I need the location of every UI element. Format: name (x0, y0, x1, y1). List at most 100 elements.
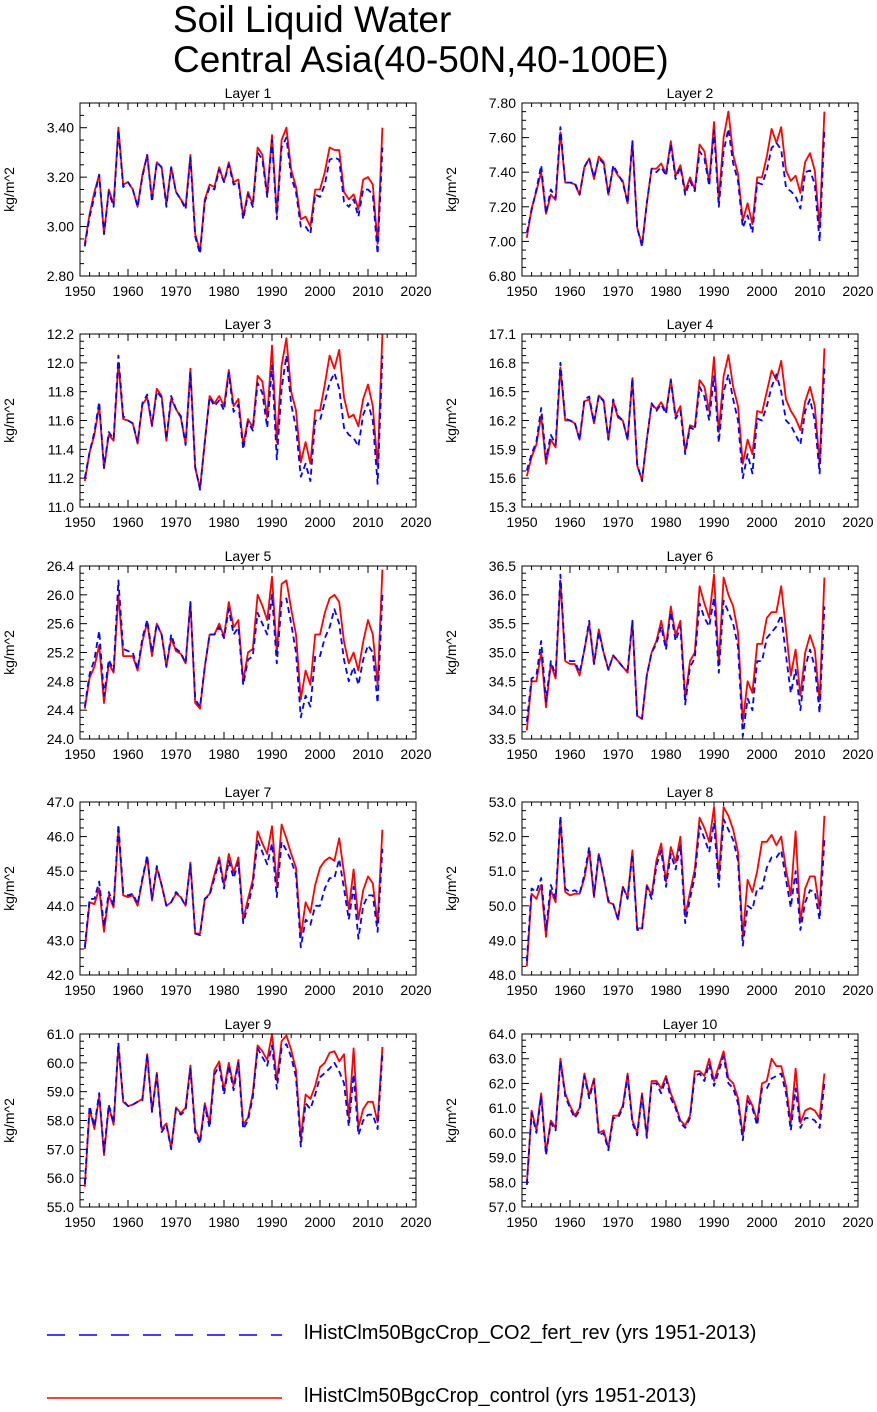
layer-3-ytick-label: 11.0 (48, 499, 74, 515)
layer-6-ylabel: kg/m^2 (443, 630, 459, 675)
layer-8-xtick-label: 2010 (794, 982, 825, 998)
layer-2-ytick-label: 6.80 (489, 268, 516, 284)
layer-1-xtick-label: 2000 (304, 283, 335, 299)
layer-3-ytick-label: 12.2 (47, 326, 74, 342)
layer-9-xtick-label: 2000 (304, 1214, 335, 1230)
layer-5-ytick-label: 24.4 (47, 702, 74, 718)
layer-5-ytick-label: 25.6 (47, 616, 74, 632)
layer-6-ytick-label: 36.5 (489, 558, 516, 574)
layer-8-ytick-label: 53.0 (489, 794, 516, 810)
layer-6-xtick-label: 1960 (554, 746, 585, 762)
layer-7-xtick-label: 1970 (160, 982, 191, 998)
layer-6-xtick-label: 1950 (506, 746, 537, 762)
layer-5-ylabel: kg/m^2 (1, 630, 17, 675)
layer-10-series-co2-fert-rev (525, 1055, 826, 1185)
layer-5-ytick-label: 24.0 (47, 731, 74, 747)
layer-9-series-co2-fert-rev (83, 1041, 384, 1184)
layer-7-xtick-label: 2020 (400, 982, 431, 998)
layer-2-xtick-label: 2010 (794, 283, 825, 299)
layer-2-ytick-label: 7.00 (489, 233, 516, 249)
layer-8-xtick-label: 2000 (746, 982, 777, 998)
layer-5-xtick-label: 2010 (352, 746, 383, 762)
layer-8-series-control (525, 806, 826, 967)
layer-2-title: Layer 2 (667, 85, 714, 101)
layer-9-ytick-label: 56.0 (47, 1170, 74, 1186)
layer-4-ytick-label: 15.9 (489, 441, 516, 457)
layer-10-ytick-label: 58.0 (489, 1174, 516, 1190)
title-line-1: Soil Liquid Water (173, 0, 452, 40)
layer-5-xtick-label: 1980 (208, 746, 239, 762)
layer-1-title: Layer 1 (225, 85, 272, 101)
layer-7-title: Layer 7 (225, 784, 272, 800)
layer-8-ytick-label: 51.0 (489, 863, 516, 879)
layer-1-xtick-label: 2020 (400, 283, 431, 299)
layer-3-series-co2-fert-rev (83, 354, 384, 491)
layer-5-title: Layer 5 (225, 548, 272, 564)
layer-3-xtick-label: 1960 (112, 514, 143, 530)
page-title: Soil Liquid Water Central Asia(40-50N,40… (173, 0, 669, 80)
layer-10-xtick-label: 1950 (506, 1214, 537, 1230)
layer-8-title: Layer 8 (667, 784, 714, 800)
layer-2-ytick-label: 7.20 (489, 199, 516, 215)
layer-6-xtick-label: 1990 (698, 746, 729, 762)
layer-7-series-co2-fert-rev (83, 823, 384, 949)
layer-7-ytick-label: 47.0 (47, 794, 74, 810)
layer-10-ytick-label: 64.0 (489, 1026, 516, 1042)
layer-8-ytick-label: 52.0 (489, 829, 516, 845)
layer-3-ytick-label: 11.2 (48, 470, 74, 486)
layer-4-xtick-label: 1980 (650, 514, 681, 530)
layer-10-xtick-label: 2020 (842, 1214, 873, 1230)
layer-6-xtick-label: 2020 (842, 746, 873, 762)
layer-7-ytick-label: 45.0 (47, 863, 74, 879)
layer-5-ytick-label: 24.8 (47, 673, 74, 689)
layer-6-ytick-label: 35.5 (489, 616, 516, 632)
layer-7-xtick-label: 2010 (352, 982, 383, 998)
layer-9-xtick-label: 1950 (64, 1214, 95, 1230)
layer-7-frame (79, 801, 417, 976)
layer-6-series-co2-fert-rev (525, 573, 826, 737)
layer-1-xtick-label: 1950 (64, 283, 95, 299)
layer-2-xtick-label: 2000 (746, 283, 777, 299)
layer-6-xtick-label: 2010 (794, 746, 825, 762)
layer-5-series-control (83, 569, 384, 710)
layer-4-xtick-label: 1970 (602, 514, 633, 530)
layer-10-xtick-label: 1990 (698, 1214, 729, 1230)
layer-8-xtick-label: 1960 (554, 982, 585, 998)
layer-10-ytick-label: 57.0 (489, 1199, 516, 1215)
layer-5-ytick-label: 26.4 (47, 558, 74, 574)
layer-9-ytick-label: 55.0 (47, 1199, 74, 1215)
layer-8-ytick-label: 48.0 (489, 967, 516, 983)
layer-5-xtick-label: 1990 (256, 746, 287, 762)
layer-6-ytick-label: 34.0 (489, 702, 516, 718)
layer-10-ytick-label: 60.0 (489, 1125, 516, 1141)
legend-label-control: lHistClm50BgcCrop_control (yrs 1951-2013… (304, 1385, 697, 1407)
layer-4-xtick-label: 2000 (746, 514, 777, 530)
layer-1-ytick-label: 3.00 (47, 219, 74, 235)
layer-8-ytick-label: 50.0 (489, 898, 516, 914)
layer-4-xtick-label: 1950 (506, 514, 537, 530)
layer-8-xtick-label: 1950 (506, 982, 537, 998)
layer-3-xtick-label: 1970 (160, 514, 191, 530)
layer-7-ylabel: kg/m^2 (1, 866, 17, 911)
layer-8-frame (521, 801, 859, 976)
layer-4-ytick-label: 15.6 (489, 470, 516, 486)
layer-4-xtick-label: 2020 (842, 514, 873, 530)
layer-4-ytick-label: 16.8 (489, 355, 516, 371)
layer-4-title: Layer 4 (667, 316, 714, 332)
layer-6-xtick-label: 2000 (746, 746, 777, 762)
layer-6-ytick-label: 34.5 (489, 673, 516, 689)
layer-7-xtick-label: 1960 (112, 982, 143, 998)
layer-9-frame (79, 1033, 417, 1208)
layer-1-xtick-label: 1960 (112, 283, 143, 299)
layer-7-ytick-label: 44.0 (47, 898, 74, 914)
layer-4-ytick-label: 16.5 (489, 384, 516, 400)
layer-5-xtick-label: 2000 (304, 746, 335, 762)
layer-2-xtick-label: 2020 (842, 283, 873, 299)
layer-3-ylabel: kg/m^2 (1, 398, 17, 443)
layer-1-series-co2-fert-rev (83, 129, 384, 255)
layer-2-xtick-label: 1990 (698, 283, 729, 299)
layer-5-xtick-label: 1970 (160, 746, 191, 762)
layer-7-xtick-label: 1980 (208, 982, 239, 998)
layer-1-xtick-label: 1970 (160, 283, 191, 299)
